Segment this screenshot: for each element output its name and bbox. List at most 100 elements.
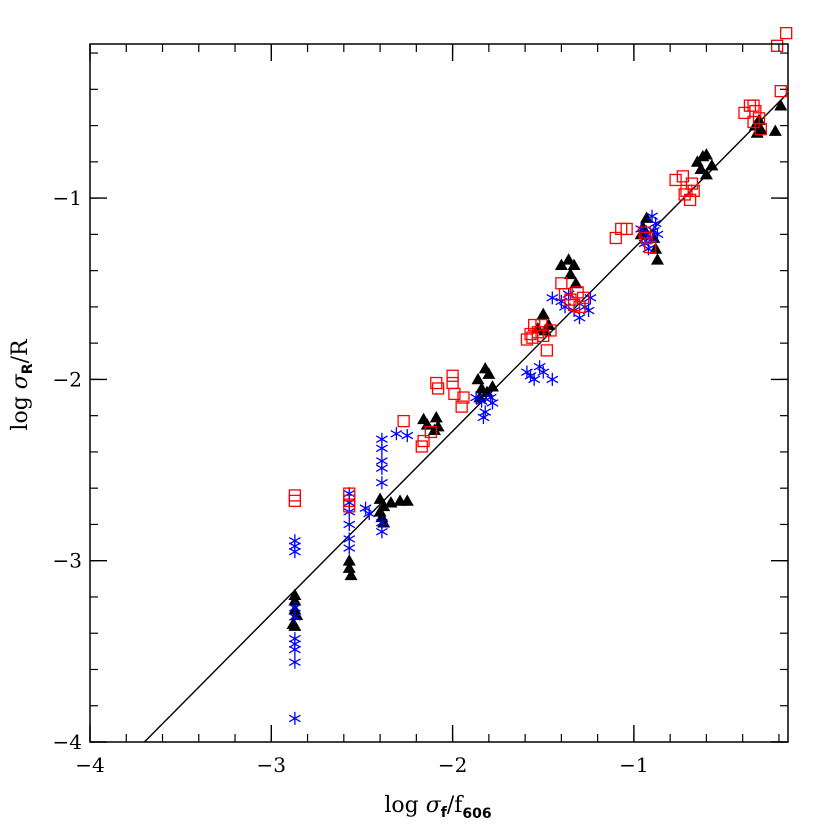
asterisk-point (288, 545, 301, 559)
square-point (457, 391, 470, 404)
square-point (669, 173, 682, 187)
asterisk-point (546, 291, 559, 305)
asterisk-point (375, 525, 388, 539)
square-point (774, 84, 787, 98)
asterisk-point (651, 227, 664, 241)
square-point (397, 414, 410, 428)
square-point (343, 487, 356, 500)
square-point (576, 291, 590, 304)
triangle-point (650, 253, 664, 265)
triangle-point (774, 99, 788, 111)
square-point (573, 300, 586, 314)
triangle-point (563, 267, 577, 280)
asterisk-point (401, 429, 414, 443)
triangle-point (482, 367, 496, 379)
square-point (446, 376, 459, 390)
square-point (544, 324, 557, 337)
asterisk-point (363, 507, 376, 521)
square-point (780, 26, 793, 40)
triangle-point (562, 253, 576, 265)
data-points (286, 26, 793, 725)
square-point (683, 193, 697, 207)
square-point (528, 318, 541, 332)
square-point (446, 369, 459, 382)
triangle-point (699, 148, 713, 160)
asterisk-point (546, 372, 559, 386)
triangle-point (567, 258, 581, 271)
square-point (687, 184, 700, 198)
triangle-point (288, 594, 302, 606)
asterisk-point (288, 610, 301, 624)
square-point (288, 494, 302, 508)
asterisk-point (649, 216, 662, 230)
x-tick-label: −1 (619, 753, 648, 777)
square-point (455, 400, 468, 413)
y-tick-label: −2 (53, 367, 82, 391)
square-point (424, 425, 437, 439)
x-tick-label: −3 (257, 753, 286, 777)
triangle-point (768, 124, 782, 136)
triangle-point (705, 158, 719, 171)
asterisk-point (537, 365, 550, 379)
asterisk-point (375, 441, 388, 455)
asterisk-point (343, 517, 356, 531)
square-point (676, 170, 689, 183)
square-point (644, 240, 657, 254)
asterisk-point (477, 410, 490, 424)
square-point (555, 277, 568, 290)
y-tick-label: −1 (53, 186, 82, 210)
x-axis-label: log σf/f606 (384, 793, 491, 822)
x-tick-label: −4 (75, 753, 104, 777)
major-ticks (89, 44, 788, 743)
triangle-point (429, 410, 443, 423)
asterisk-point (375, 476, 388, 490)
triangle-point (342, 561, 356, 573)
triangle-point (694, 162, 708, 174)
asterisk-point (288, 655, 301, 669)
square-point (640, 231, 653, 245)
series-square (288, 26, 793, 513)
fit-line (143, 92, 789, 743)
minor-ticks (89, 44, 788, 743)
asterisk-point (573, 311, 586, 325)
asterisk-point (288, 643, 301, 657)
tick-labels: −4 −3 −2 −1 −4 −3 −2 −1 (53, 186, 649, 777)
triangle-point (640, 211, 654, 223)
square-point (343, 500, 356, 513)
fit-line-group (143, 92, 789, 743)
triangle-point (569, 276, 583, 289)
triangle-point (400, 494, 414, 506)
asterisk-point (343, 541, 356, 555)
y-tick-label: −3 (53, 549, 82, 573)
square-point (431, 382, 445, 395)
series-triangle (286, 99, 788, 631)
triangle-point (288, 619, 302, 631)
asterisk-point (390, 427, 403, 441)
square-point (448, 387, 461, 401)
asterisk-point (584, 291, 597, 305)
square-point (415, 440, 428, 453)
triangle-point (554, 258, 568, 271)
square-point (540, 344, 554, 357)
triangle-point (699, 168, 713, 180)
asterisk-point (375, 461, 388, 475)
x-tick-label: −2 (438, 753, 467, 777)
square-point (620, 222, 633, 236)
square-point (770, 39, 784, 52)
triangle-point (485, 380, 499, 392)
triangle-point (342, 554, 356, 566)
square-point (754, 123, 767, 136)
square-point (524, 327, 537, 341)
series-asterisk (288, 209, 664, 725)
plot-frame (89, 43, 789, 743)
y-tick-label: −4 (53, 730, 82, 754)
asterisk-point (484, 391, 497, 405)
square-point (685, 177, 699, 190)
triangle-point (471, 372, 485, 385)
asterisk-point (528, 372, 541, 386)
y-axis-label: log σR/R (8, 338, 36, 431)
triangle-point (344, 568, 358, 581)
asterisk-point (475, 394, 488, 408)
triangle-point (427, 423, 441, 436)
